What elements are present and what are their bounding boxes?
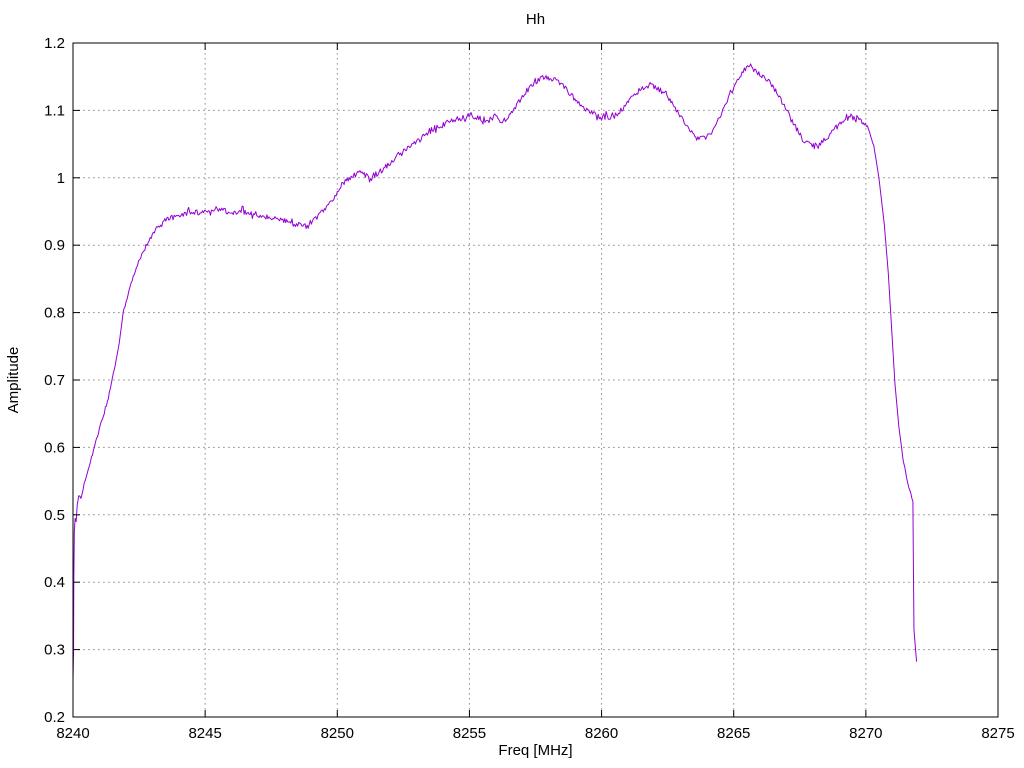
series-line-Hh xyxy=(72,63,918,680)
y-tick-label: 0.6 xyxy=(44,439,65,456)
y-tick-label: 0.2 xyxy=(44,709,65,726)
x-tick-label: 8270 xyxy=(849,725,882,742)
y-tick-label: 0.4 xyxy=(44,574,65,591)
x-tick-label: 8275 xyxy=(981,725,1014,742)
y-tick-label: 0.5 xyxy=(44,507,65,524)
y-tick-label: 1.2 xyxy=(44,35,65,52)
x-tick-label: 8255 xyxy=(453,725,486,742)
y-tick-label: 1 xyxy=(57,170,65,187)
x-tick-label: 8250 xyxy=(321,725,354,742)
y-tick-label: 0.8 xyxy=(44,305,65,322)
x-axis-label: Freq [MHz] xyxy=(498,742,573,759)
x-tick-label: 8245 xyxy=(188,725,221,742)
y-tick-label: 1.1 xyxy=(44,102,65,119)
y-tick-label: 0.7 xyxy=(44,372,65,389)
y-tick-label: 0.9 xyxy=(44,237,65,254)
x-tick-label: 8240 xyxy=(56,725,89,742)
x-tick-label: 8260 xyxy=(585,725,618,742)
chart-title: Hh xyxy=(525,11,546,28)
x-tick-label: 8265 xyxy=(717,725,750,742)
y-axis-label: Amplitude xyxy=(5,346,22,414)
y-tick-label: 0.3 xyxy=(44,642,65,659)
